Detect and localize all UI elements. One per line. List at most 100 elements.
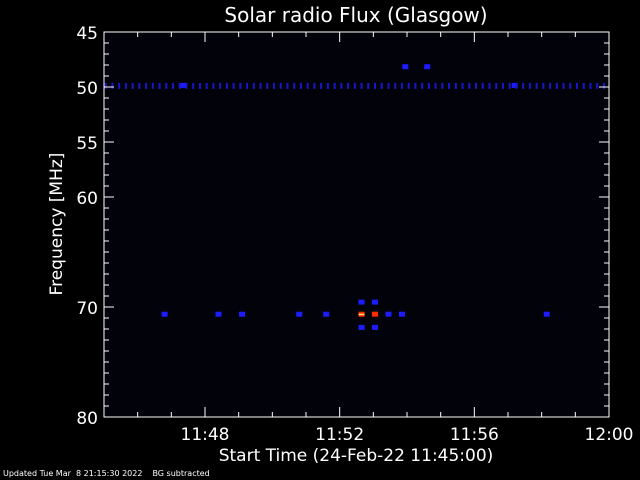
intensity-cell: [358, 299, 365, 305]
band-cell: [353, 82, 356, 89]
band-cell: [246, 82, 249, 89]
footer: Updated Tue Mar 8 21:15:30 2022 BG subtra…: [3, 469, 220, 479]
intensity-cell: [424, 64, 431, 70]
band-cell: [387, 82, 390, 89]
intensity-cell: [402, 64, 409, 70]
band-cell: [293, 82, 296, 89]
y-axis-label: Frequency [MHz]: [47, 153, 67, 296]
intensity-cell: [323, 311, 330, 317]
band-cell: [185, 82, 188, 89]
band-50mhz: [104, 82, 605, 89]
band-cell: [522, 82, 525, 89]
band-cell: [151, 82, 154, 89]
intensity-cell: [385, 311, 392, 317]
band-cell: [515, 82, 518, 89]
band-cell: [252, 82, 255, 89]
intensity-cell: [239, 311, 246, 317]
band-cell: [259, 82, 262, 89]
band-cell: [528, 82, 531, 89]
band-cell: [400, 82, 403, 89]
intensity-cells: [105, 33, 608, 416]
band-cell: [394, 82, 397, 89]
band-cell: [582, 82, 585, 89]
band-cell: [165, 82, 168, 89]
background-noise: [105, 33, 608, 416]
band-cell: [340, 82, 343, 89]
band-cell: [320, 82, 323, 89]
intensity-cell: [372, 311, 379, 317]
intensity-cell: [372, 324, 379, 330]
band-cell: [145, 82, 148, 89]
chart-title: Solar radio Flux (Glasgow): [224, 3, 487, 27]
band-cell: [481, 82, 484, 89]
band-cell: [434, 82, 437, 89]
y-tick-label: 50: [76, 79, 98, 99]
x-tick-label: 11:56: [450, 425, 499, 445]
band-cell: [360, 82, 363, 89]
y-tick-label: 55: [76, 134, 98, 154]
y-tick-label: 45: [76, 24, 98, 44]
band-cell: [266, 82, 269, 89]
band-cell: [279, 82, 282, 89]
intensity-cell: [358, 324, 365, 330]
intensity-cell: [296, 311, 303, 317]
y-tick-label: 80: [76, 409, 98, 429]
band-cell: [495, 82, 498, 89]
band-cell: [535, 82, 538, 89]
band-cell: [374, 82, 377, 89]
x-tick-label: 12:00: [585, 425, 634, 445]
band-cell: [488, 82, 491, 89]
band-cell: [172, 82, 175, 89]
band-cell: [508, 82, 511, 89]
band-cell: [427, 82, 430, 89]
band-cell: [131, 82, 134, 89]
band-cell: [225, 82, 228, 89]
band-cell: [158, 82, 161, 89]
y-axis: 45 50 55 60 70 80: [76, 24, 609, 429]
band-cell: [475, 82, 478, 89]
band-cell: [602, 82, 605, 89]
band-cell: [124, 82, 127, 89]
band-cell: [589, 82, 592, 89]
band-cell: [414, 82, 417, 89]
band-cell: [326, 82, 329, 89]
band-cell: [549, 82, 552, 89]
band-cell: [212, 82, 215, 89]
band-cell: [461, 82, 464, 89]
band-cell: [111, 82, 114, 89]
updated-timestamp: Updated Tue Mar 8 21:15:30 2022: [3, 469, 143, 478]
band-cell: [347, 82, 350, 89]
band-cell: [448, 82, 451, 89]
band-cell: [569, 82, 572, 89]
band-cell: [192, 82, 195, 89]
band-cell: [198, 82, 201, 89]
band-cell: [306, 82, 309, 89]
intensity-cell: [215, 311, 222, 317]
band-cell: [205, 82, 208, 89]
band-cell: [562, 82, 565, 89]
band-cell: [501, 82, 504, 89]
intensity-cell: [372, 299, 379, 305]
x-tick-label: 11:52: [315, 425, 364, 445]
intensity-cell: [398, 311, 405, 317]
x-axis-label: Start Time (24-Feb-22 11:45:00): [219, 446, 494, 466]
x-tick-label: 11:48: [181, 425, 230, 445]
y-tick-label: 60: [76, 189, 98, 209]
intensity-cell: [180, 82, 187, 88]
intensity-cell: [511, 82, 518, 88]
intensity-cell: [161, 311, 168, 317]
band-cell: [555, 82, 558, 89]
y-tick-label: 70: [76, 299, 98, 319]
band-cell: [542, 82, 545, 89]
band-cell: [239, 82, 242, 89]
band-cell: [407, 82, 410, 89]
band-cell: [118, 82, 121, 89]
band-cell: [576, 82, 579, 89]
bg-subtracted-note: BG subtracted: [152, 469, 210, 478]
band-cell: [367, 82, 370, 89]
band-cell: [178, 82, 181, 89]
band-cell: [596, 82, 599, 89]
band-cell: [232, 82, 235, 89]
band-cell: [454, 82, 457, 89]
